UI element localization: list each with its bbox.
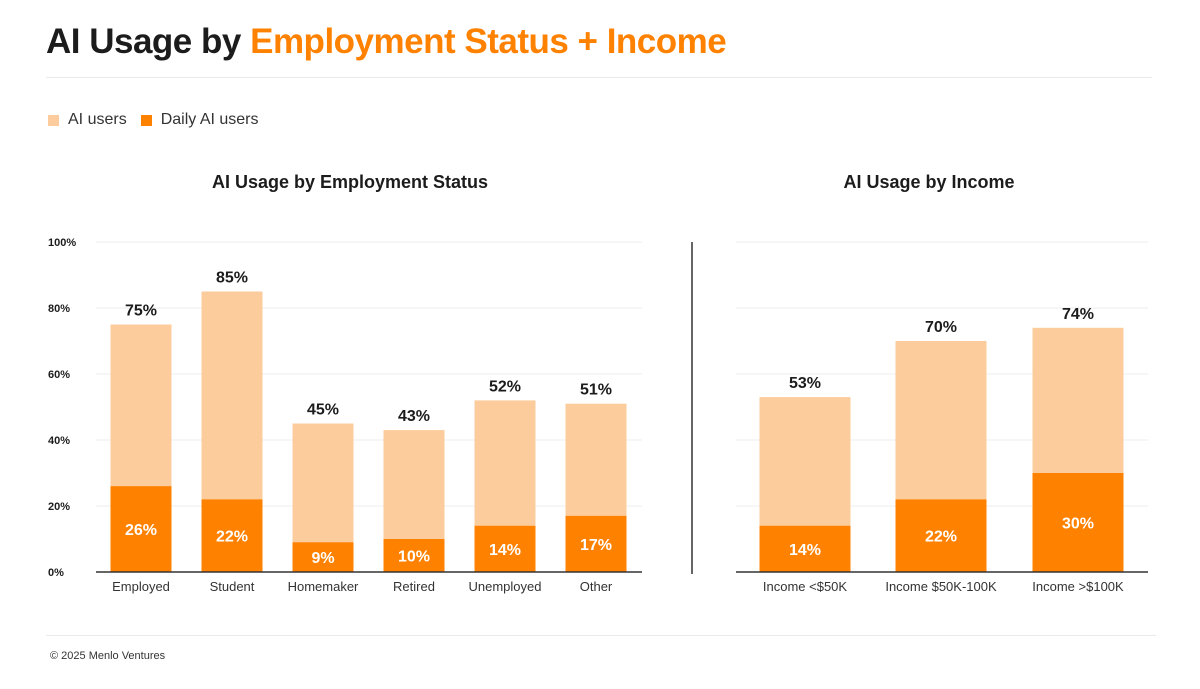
employment-bar-daily-ai-users — [383, 539, 445, 572]
income-value-label-ai-users: 74% — [1062, 306, 1094, 323]
header-divider — [46, 77, 1152, 78]
employment-value-label-ai-users: 43% — [398, 408, 430, 425]
employment-bar-daily-ai-users — [565, 515, 627, 572]
legend-item-ai-users: AI users — [48, 111, 127, 129]
employment-y-tick-label: 100% — [48, 237, 76, 249]
employment-y-tick-label: 60% — [48, 369, 70, 381]
employment-value-label-daily-ai-users: 26% — [125, 522, 157, 539]
employment-x-tick-label: Employed — [112, 579, 170, 594]
legend-item-daily-ai-users: Daily AI users — [140, 111, 259, 129]
legend: AI users Daily AI users — [48, 111, 273, 129]
income-bar-daily-ai-users — [1032, 473, 1124, 572]
employment-x-tick-label: Other — [580, 579, 613, 594]
employment-bar-daily-ai-users — [201, 499, 263, 572]
employment-x-tick-label: Student — [210, 579, 255, 594]
income-x-tick-label: Income <$50K — [763, 579, 848, 594]
footer-copyright: © 2025 Menlo Ventures — [50, 650, 166, 662]
income-value-label-daily-ai-users: 30% — [1062, 516, 1094, 533]
employment-bar-daily-ai-users — [292, 542, 354, 572]
employment-value-label-daily-ai-users: 10% — [398, 549, 430, 566]
employment-bar-daily-ai-users — [110, 486, 172, 572]
employment-x-tick-label: Homemaker — [288, 579, 359, 594]
employment-value-label-daily-ai-users: 17% — [580, 537, 612, 554]
income-value-label-daily-ai-users: 22% — [925, 529, 957, 546]
legend-swatch-ai-users — [48, 114, 59, 126]
income-value-label-ai-users: 70% — [925, 319, 957, 336]
income-chart-title: AI Usage by Income — [843, 172, 1014, 192]
employment-value-label-ai-users: 85% — [216, 270, 248, 287]
legend-swatch-daily-ai-users — [140, 114, 152, 126]
employment-value-label-daily-ai-users: 14% — [489, 542, 521, 559]
income-x-tick-label: Income >$100K — [1032, 579, 1124, 594]
legend-label-daily-ai-users: Daily AI users — [160, 111, 259, 128]
legend-label-ai-users: AI users — [68, 111, 127, 128]
income-bar-daily-ai-users — [759, 525, 851, 572]
page-title-accent: Employment Status + Income — [250, 22, 727, 61]
employment-bar-daily-ai-users — [474, 525, 536, 572]
page-title: AI Usage by Employment Status + Income — [46, 22, 727, 62]
employment-value-label-daily-ai-users: 22% — [216, 529, 248, 546]
employment-x-tick-label: Retired — [393, 579, 435, 594]
income-value-label-daily-ai-users: 14% — [789, 542, 821, 559]
employment-y-tick-label: 40% — [48, 435, 70, 447]
employment-x-tick-label: Unemployed — [469, 579, 542, 594]
page-title-prefix: AI Usage by — [46, 22, 241, 61]
income-bar-daily-ai-users — [895, 499, 987, 572]
employment-value-label-ai-users: 52% — [489, 378, 521, 395]
employment-y-tick-label: 20% — [48, 501, 70, 513]
employment-value-label-ai-users: 45% — [307, 402, 339, 419]
employment-value-label-ai-users: 51% — [580, 382, 612, 399]
footer-divider — [46, 635, 1156, 636]
income-x-tick-label: Income $50K-100K — [885, 579, 997, 594]
income-value-label-ai-users: 53% — [789, 375, 821, 392]
employment-value-label-daily-ai-users: 9% — [311, 550, 334, 567]
employment-y-tick-label: 80% — [48, 303, 70, 315]
employment-value-label-ai-users: 75% — [125, 303, 157, 320]
employment-y-tick-label: 0% — [48, 567, 64, 579]
employment-chart-title: AI Usage by Employment Status — [212, 172, 488, 192]
